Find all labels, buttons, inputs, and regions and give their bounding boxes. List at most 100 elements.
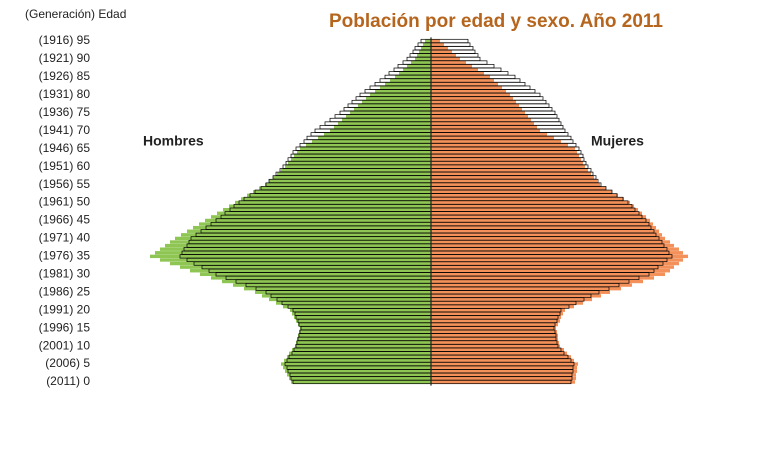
y-tick-label: (2001) 10 [39,338,91,352]
bar [324,132,431,137]
y-tick-label: (1946) 65 [39,141,91,155]
bar [431,290,610,294]
bar [269,297,431,302]
bar [170,261,431,266]
bar [423,42,431,47]
y-tick-label: (1936) 75 [39,105,91,119]
bar [285,369,431,373]
bar [233,283,431,287]
bar [338,121,431,126]
bar [358,103,431,108]
bar [431,139,561,144]
bar [277,172,431,176]
bar [346,114,431,119]
y-tick-label: (1951) 60 [39,159,91,173]
bar [300,326,431,330]
bar [425,39,431,43]
bar [366,96,431,101]
bar [276,301,431,305]
bar [431,129,540,133]
bar [431,179,597,183]
bar [211,215,431,219]
legend-left: Hombres [143,133,204,149]
bar [273,175,431,180]
bar [421,46,431,50]
bar [411,60,431,65]
bar [318,136,431,140]
bar [431,243,674,248]
bar [306,143,431,147]
bar [431,208,638,212]
bar [292,312,431,316]
bar [170,240,431,244]
bar [431,279,643,284]
y-tick-label: (1971) 40 [39,231,91,245]
bar [223,208,431,212]
bar [205,218,431,223]
bar [431,132,547,137]
bar [431,276,654,280]
bar [417,53,431,58]
bar [419,50,431,54]
bar [431,312,563,316]
bar [415,57,431,61]
bar [283,365,431,370]
bar [431,42,444,47]
y-tick-label: (1926) 85 [39,69,91,83]
bar [292,347,431,352]
bar [294,315,431,320]
bar [160,247,431,251]
bar [255,290,431,294]
bar [431,215,646,219]
bar [431,143,568,147]
bar [431,164,585,169]
bar [431,258,683,262]
bar [281,362,431,366]
bar [431,247,679,251]
bar [298,322,431,327]
bar [247,193,431,198]
bar [235,200,431,205]
bar [431,85,502,90]
y-tick-label: (1996) 15 [39,320,91,334]
bar [265,182,431,187]
bar [431,251,683,255]
bar [431,53,456,58]
bar [200,272,431,277]
bar [431,150,577,154]
y-tick-label: (2006) 5 [45,356,90,370]
y-tick-label: (1931) 80 [39,87,91,101]
bar [399,71,431,76]
bar [289,376,431,381]
bar [407,64,431,68]
bar [431,172,591,176]
bar [431,168,588,172]
bar [431,46,448,50]
bar [241,197,431,201]
bar [259,186,431,190]
bar [298,333,431,338]
bar [431,261,679,266]
bar [181,233,431,237]
bar [269,179,431,183]
bar [431,218,650,223]
bar [330,129,431,133]
bar [165,243,431,248]
bar [395,75,431,79]
bar [150,254,431,259]
bar [431,301,583,305]
bar [431,254,688,259]
bar [287,355,431,359]
bar [297,150,431,154]
bar [431,68,478,72]
bar [403,68,431,72]
bar [431,373,576,377]
bar [334,125,431,129]
bar [431,118,531,122]
bar [295,344,431,348]
y-tick-label: (1986) 25 [39,284,91,298]
bar [431,347,564,352]
y-tick-label: (1916) 95 [39,33,91,47]
y-tick-label: (1956) 55 [39,177,91,191]
